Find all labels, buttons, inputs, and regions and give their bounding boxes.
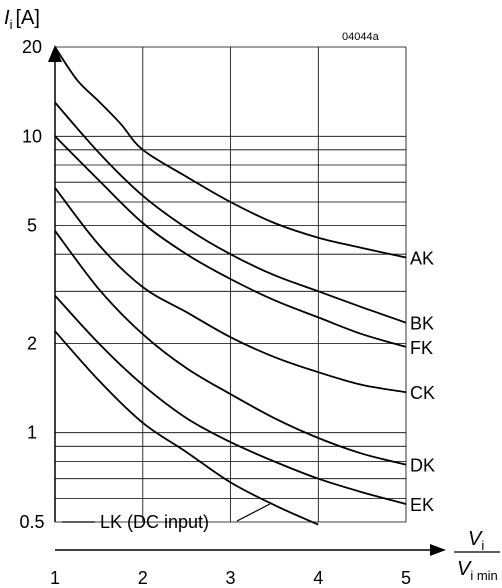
x-tick-label: 1 <box>50 568 60 588</box>
x-axis-num-symbol: V <box>468 528 483 550</box>
y-axis-unit: [A] <box>15 7 39 29</box>
labels: 04044a Ii [A] Vi Vi min 1 2 3 4 520105210.5AK… <box>4 7 500 588</box>
series-line-ek <box>54 294 407 505</box>
y-axis-arrow <box>48 45 62 62</box>
series-label-dk: DK <box>410 456 435 476</box>
x-axis-arrow <box>430 544 446 556</box>
y-tick-label: 10 <box>22 126 42 146</box>
series-line-ak <box>54 46 407 259</box>
series-line-fk <box>54 135 407 348</box>
x-axis-title-denominator: Vi min <box>457 558 498 583</box>
y-axis-symbol: I <box>4 7 10 29</box>
x-tick-label: 3 <box>225 568 235 588</box>
x-tick-label: 4 <box>313 568 323 588</box>
series-label-ak: AK <box>410 249 434 269</box>
chart-code: 04044a <box>342 31 380 43</box>
series-label-bk: BK <box>410 314 434 334</box>
series-line-lk <box>54 330 319 526</box>
series-label-leader <box>236 503 271 522</box>
x-axis-num-subscript: i <box>481 538 484 553</box>
y-axis-subscript: i <box>10 17 13 32</box>
y-tick-label: 5 <box>27 216 37 236</box>
x-tick-label: 5 <box>401 568 411 588</box>
axes <box>48 45 446 556</box>
x-axis-den-subscript: i min <box>470 568 497 583</box>
series-label-fk: FK <box>410 338 433 358</box>
curves <box>54 46 407 526</box>
x-axis-title-numerator: Vi <box>468 528 484 553</box>
y-tick-label: 1 <box>27 423 37 443</box>
y-tick-label: 2 <box>27 334 37 354</box>
series-line-dk <box>54 230 407 466</box>
y-axis-title: Ii [A] <box>4 7 40 32</box>
series-line-bk <box>54 101 407 324</box>
series-line-ck <box>54 187 407 394</box>
x-tick-label: 2 <box>138 568 148 588</box>
series-label-lk: LK (DC input) <box>100 512 209 532</box>
y-tick-label: 0.5 <box>19 512 44 532</box>
y-tick-label: 20 <box>22 37 42 57</box>
series-label-ek: EK <box>410 495 434 515</box>
x-axis-den-symbol: V <box>457 558 472 580</box>
series-label-ck: CK <box>410 383 435 403</box>
